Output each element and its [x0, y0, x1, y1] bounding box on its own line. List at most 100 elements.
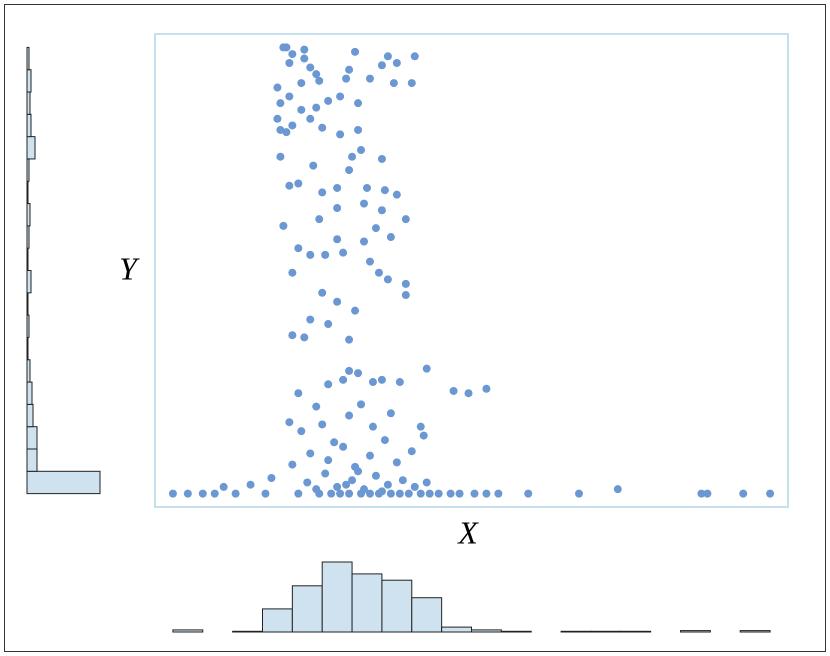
- point: [246, 480, 255, 489]
- point: [348, 476, 357, 485]
- point: [294, 489, 303, 498]
- point: [464, 389, 473, 398]
- point: [273, 114, 282, 123]
- point: [449, 386, 458, 395]
- histogram-bar: [26, 91, 31, 115]
- histogram-bar: [26, 336, 29, 361]
- histogram-bar: [351, 573, 383, 633]
- point: [318, 123, 327, 132]
- point: [285, 181, 294, 190]
- point: [404, 489, 413, 498]
- point: [380, 436, 389, 445]
- point: [345, 489, 354, 498]
- point: [210, 489, 219, 498]
- plot-frame: [154, 33, 789, 508]
- histogram-bar: [26, 403, 34, 428]
- point: [380, 186, 389, 195]
- point: [324, 380, 333, 389]
- histogram-bar: [26, 247, 29, 271]
- point: [368, 378, 377, 387]
- point: [315, 76, 324, 85]
- point: [288, 50, 297, 59]
- point: [416, 489, 425, 498]
- point: [422, 478, 431, 487]
- point: [455, 489, 464, 498]
- point: [306, 250, 315, 259]
- histogram-bar: [26, 203, 31, 227]
- point: [392, 458, 401, 467]
- point: [377, 375, 386, 384]
- point: [360, 485, 369, 494]
- point: [345, 65, 354, 74]
- point: [297, 105, 306, 114]
- point: [371, 224, 380, 233]
- point: [219, 482, 228, 491]
- point: [374, 268, 383, 277]
- point: [333, 235, 342, 244]
- point: [371, 471, 380, 480]
- point: [324, 96, 333, 105]
- histogram-bar: [590, 630, 622, 633]
- histogram-bar: [441, 626, 472, 633]
- histogram-bar: [381, 579, 413, 633]
- point: [300, 45, 309, 54]
- point: [386, 489, 395, 498]
- point: [482, 489, 491, 498]
- point: [300, 54, 309, 63]
- histogram-bar: [26, 180, 29, 205]
- point: [434, 489, 443, 498]
- point: [419, 431, 428, 440]
- point: [386, 409, 395, 418]
- point: [312, 70, 321, 79]
- point: [383, 480, 392, 489]
- point: [297, 79, 306, 88]
- point: [360, 199, 369, 208]
- point: [574, 489, 583, 498]
- point: [288, 268, 297, 277]
- histogram-bar: [739, 630, 771, 633]
- point: [318, 188, 327, 197]
- point: [333, 183, 342, 192]
- histogram-bar: [26, 470, 101, 495]
- histogram-bar: [26, 359, 31, 383]
- point: [494, 489, 503, 498]
- point: [377, 487, 386, 496]
- point: [231, 489, 240, 498]
- point: [389, 79, 398, 88]
- point: [273, 83, 282, 92]
- histogram-bar: [26, 448, 38, 472]
- point: [446, 489, 455, 498]
- point: [300, 333, 309, 342]
- point: [261, 489, 270, 498]
- point: [339, 248, 348, 257]
- point: [345, 335, 354, 344]
- point: [407, 447, 416, 456]
- point: [766, 489, 775, 498]
- point: [351, 306, 360, 315]
- point: [327, 489, 336, 498]
- point: [333, 482, 342, 491]
- point: [312, 485, 321, 494]
- point: [392, 59, 401, 68]
- point: [288, 460, 297, 469]
- point: [336, 489, 345, 498]
- point: [321, 250, 330, 259]
- point: [348, 152, 357, 161]
- point: [351, 462, 360, 471]
- point: [318, 420, 327, 429]
- point: [383, 52, 392, 61]
- point: [383, 275, 392, 284]
- histogram-bar: [500, 630, 532, 633]
- point: [354, 99, 363, 108]
- point: [276, 152, 285, 161]
- histogram-bar: [321, 561, 353, 633]
- point: [294, 389, 303, 398]
- y-axis-label: Y: [119, 250, 140, 286]
- point: [306, 63, 315, 72]
- point: [398, 476, 407, 485]
- histogram-bar: [172, 629, 204, 633]
- point: [351, 47, 360, 56]
- point: [354, 369, 363, 378]
- point: [401, 279, 410, 288]
